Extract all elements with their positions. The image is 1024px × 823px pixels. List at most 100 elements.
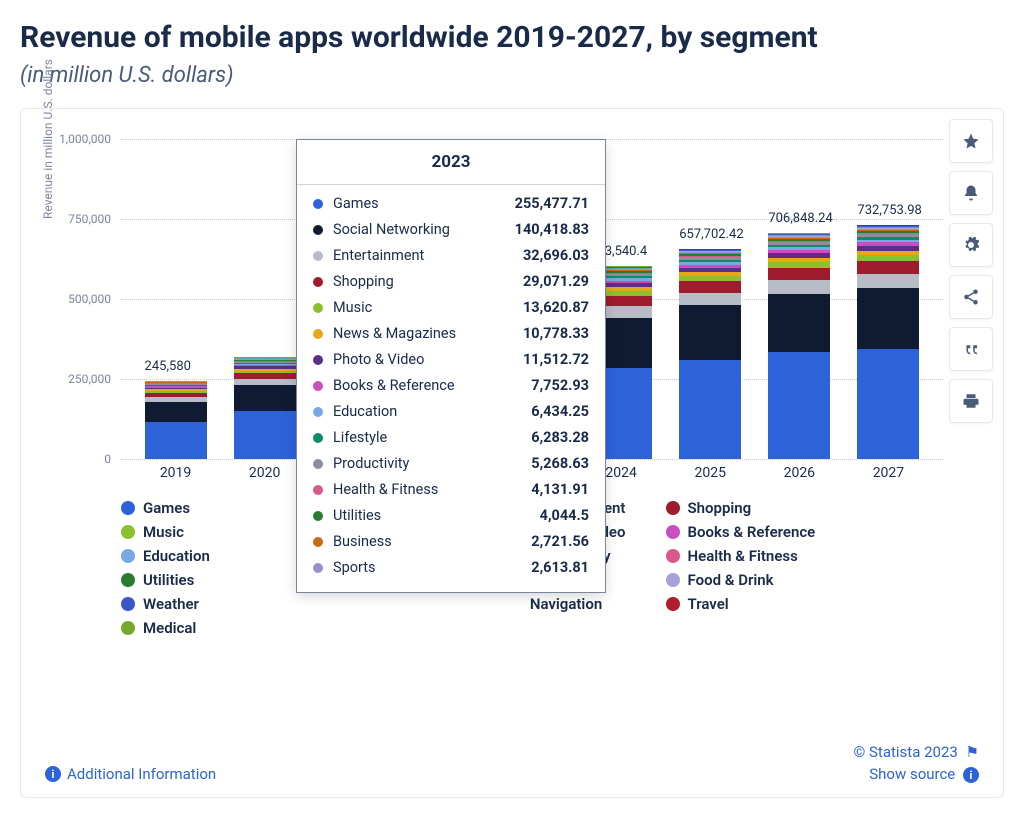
tooltip-row: Music13,620.87 [313, 299, 589, 316]
favorite-button[interactable] [949, 119, 993, 163]
notify-button[interactable] [949, 171, 993, 215]
additional-info-link[interactable]: i Additional Information [45, 765, 216, 783]
legend-item[interactable]: Weather [121, 595, 210, 613]
tooltip-value: 11,512.72 [523, 351, 589, 368]
bar-segment-social [768, 294, 830, 353]
legend-item[interactable]: Utilities [121, 571, 210, 589]
tooltip-year: 2023 [297, 140, 605, 185]
tooltip-value: 13,620.87 [523, 299, 589, 316]
bell-icon [962, 184, 980, 202]
chart-title: Revenue of mobile apps worldwide 2019-20… [20, 20, 1004, 55]
x-tick-label: 2025 [666, 465, 755, 481]
legend-swatch [121, 501, 135, 515]
legend-label: Travel [688, 595, 729, 613]
plot-area: Revenue in million U.S. dollars 0250,000… [121, 139, 943, 459]
bar-segment-shopping [768, 268, 830, 280]
quote-icon [962, 340, 980, 358]
legend-item[interactable]: Music [121, 523, 210, 541]
cite-button[interactable] [949, 327, 993, 371]
bar-column[interactable]: 245,580 [131, 381, 220, 459]
tooltip-value: 4,044.5 [540, 507, 589, 524]
tooltip-value: 140,418.83 [515, 221, 589, 238]
info-icon: i [963, 767, 979, 783]
chart-toolbar [949, 119, 993, 423]
gear-icon [962, 236, 980, 254]
tooltip-row: Social Networking140,418.83 [313, 221, 589, 238]
tooltip-row: Shopping 29,071.29 [313, 273, 589, 290]
bar-column[interactable]: 657,702.42 [666, 249, 755, 459]
tooltip-row: Education 6,434.25 [313, 403, 589, 420]
tooltip-dot [313, 537, 323, 547]
tooltip-row: Games255,477.71 [313, 195, 589, 212]
legend-item[interactable]: Education [121, 547, 210, 565]
legend-item[interactable]: Shopping [666, 499, 816, 517]
legend-label: Utilities [143, 571, 194, 589]
bar-segment-social [857, 288, 919, 349]
tooltip-value: 2,613.81 [531, 559, 589, 576]
bar-total-label: 706,848.24 [768, 211, 832, 226]
legend-item[interactable]: Books & Reference [666, 523, 816, 541]
chart-container: Revenue in million U.S. dollars 0250,000… [20, 108, 1004, 798]
bar-total-label: 657,702.42 [679, 227, 743, 242]
bar-stack: 706,848.24 [768, 233, 830, 459]
legend-item[interactable]: Navigation [530, 595, 626, 613]
tooltip-row: Utilities 4,044.5 [313, 507, 589, 524]
bar-column[interactable]: 706,848.24 [755, 233, 844, 459]
tooltip-dot [313, 251, 323, 261]
print-button[interactable] [949, 379, 993, 423]
bar-segment-games [234, 411, 296, 459]
copyright-text: © Statista 2023 [854, 743, 979, 761]
bar-total-label: 245,580 [145, 359, 191, 374]
tooltip-label: Photo & Video [333, 351, 513, 368]
tooltip-value: 5,268.63 [531, 455, 589, 472]
tooltip-label: News & Magazines [333, 325, 513, 342]
tooltip-dot [313, 433, 323, 443]
tooltip-value: 6,434.25 [531, 403, 589, 420]
tooltip-label: Shopping [333, 273, 513, 290]
bar-stack: 657,702.42 [679, 249, 741, 459]
legend-label: Medical [143, 619, 196, 637]
tooltip-row: Lifestyle6,283.28 [313, 429, 589, 446]
legend-label: Music [143, 523, 184, 541]
settings-button[interactable] [949, 223, 993, 267]
y-tick-label: 1,000,000 [59, 132, 111, 146]
legend-item[interactable]: Travel [666, 595, 816, 613]
legend-item[interactable]: Health & Fitness [666, 547, 816, 565]
additional-info-label: Additional Information [67, 765, 216, 783]
legend-item[interactable]: Games [121, 499, 210, 517]
legend-label: Navigation [530, 595, 602, 613]
legend-swatch [666, 549, 680, 563]
tooltip-label: Education [333, 403, 521, 420]
legend-swatch [121, 621, 135, 635]
star-icon [962, 132, 980, 150]
y-tick-label: 0 [104, 452, 111, 466]
bar-segment-social [679, 305, 741, 360]
tooltip-row: Productivity5,268.63 [313, 455, 589, 472]
tooltip-dot [313, 277, 323, 287]
legend-item[interactable]: Food & Drink [666, 571, 816, 589]
flag-icon[interactable] [962, 743, 979, 761]
tooltip-value: 29,071.29 [523, 273, 589, 290]
tooltip-label: Health & Fitness [333, 481, 521, 498]
y-tick-label: 750,000 [68, 212, 111, 226]
bar-segment-social [145, 402, 207, 422]
tooltip-label: Books & Reference [333, 377, 521, 394]
x-tick-label: 2019 [131, 465, 220, 481]
share-button[interactable] [949, 275, 993, 319]
legend-item[interactable]: Medical [121, 619, 210, 637]
legend-swatch [121, 597, 135, 611]
tooltip-dot [313, 199, 323, 209]
info-icon: i [45, 766, 61, 782]
tooltip-label: Business [333, 533, 521, 550]
legend-label: Games [143, 499, 190, 517]
legend-label: Shopping [688, 499, 752, 517]
show-source-link[interactable]: Show source i [854, 765, 979, 784]
tooltip-dot [313, 381, 323, 391]
legend-swatch [666, 501, 680, 515]
bar-column[interactable]: 732,753.98 [844, 225, 933, 459]
bar-segment-shopping [679, 281, 741, 292]
print-icon [962, 392, 980, 410]
tooltip-label: Utilities [333, 507, 530, 524]
legend-label: Food & Drink [688, 571, 774, 589]
bar-segment-games [857, 349, 919, 459]
